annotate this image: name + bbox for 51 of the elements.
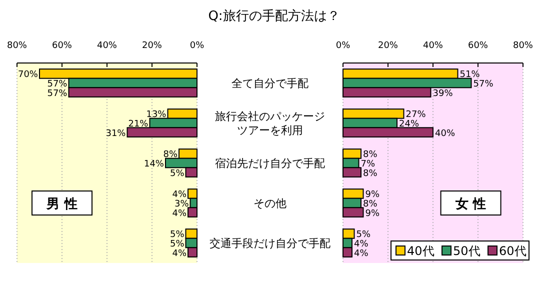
data-label: 39% bbox=[432, 88, 454, 99]
data-label: 9% bbox=[365, 208, 380, 219]
y-tick-label: 交通手段だけ自分で手配 bbox=[210, 237, 330, 250]
text: Q:旅行の手配方法は？ bbox=[208, 8, 340, 24]
data-label: 4% bbox=[172, 190, 187, 200]
data-label: 8% bbox=[363, 168, 378, 179]
x-tick-label: 40% bbox=[96, 41, 118, 51]
data-label: 57% bbox=[473, 80, 494, 90]
data-label: 24% bbox=[399, 120, 420, 130]
y-tick-label: その他 bbox=[254, 197, 286, 210]
x-tick-label: 80% bbox=[6, 41, 28, 51]
data-label: 21% bbox=[128, 120, 149, 130]
data-label: 57% bbox=[47, 88, 68, 99]
data-label: 5% bbox=[170, 168, 185, 179]
legend-label: 50代 bbox=[453, 244, 480, 258]
x-tick-label: 60% bbox=[468, 41, 488, 51]
data-label: 4% bbox=[172, 208, 187, 219]
data-label: 57% bbox=[47, 80, 68, 90]
data-label: 7% bbox=[360, 160, 376, 170]
data-label: 4% bbox=[172, 248, 187, 259]
data-label: 9% bbox=[365, 190, 380, 200]
y-tick-label: 旅行会社のパッケージツアーを利用 bbox=[215, 110, 325, 137]
data-label: 4% bbox=[354, 248, 369, 259]
legend-label: 40代 bbox=[407, 244, 434, 258]
legend-label: 60代 bbox=[499, 244, 526, 258]
x-tick-label: 40% bbox=[422, 41, 444, 51]
data-label: 51% bbox=[460, 70, 480, 80]
y-tick-label: 全て自分で手配 bbox=[232, 77, 308, 90]
data-label: 8% bbox=[363, 200, 378, 210]
data-label: 3% bbox=[174, 200, 190, 210]
data-label: 14% bbox=[144, 160, 164, 170]
data-label: 4% bbox=[354, 240, 369, 250]
data-label: 70% bbox=[18, 70, 38, 80]
x-tick-label: 0% bbox=[336, 41, 351, 51]
annotation: 女 性 bbox=[454, 197, 486, 212]
data-label: 5% bbox=[170, 230, 185, 240]
data-label: 8% bbox=[163, 150, 178, 160]
data-label: 8% bbox=[363, 150, 378, 160]
x-tick-label: 0% bbox=[190, 41, 205, 51]
x-tick-label: 80% bbox=[512, 41, 534, 51]
data-label: 5% bbox=[356, 230, 371, 240]
data-label: 13% bbox=[146, 110, 167, 120]
y-tick-label: 宿泊先だけ自分で手配 bbox=[215, 157, 325, 170]
x-tick-label: 60% bbox=[52, 41, 72, 51]
x-tick-label: 20% bbox=[142, 41, 162, 51]
data-label: 40% bbox=[435, 128, 456, 139]
data-label: 5% bbox=[170, 240, 185, 250]
x-tick-label: 20% bbox=[378, 41, 398, 51]
annotation: 男 性 bbox=[46, 197, 78, 212]
data-label: 27% bbox=[406, 110, 426, 120]
data-label: 31% bbox=[106, 128, 126, 139]
